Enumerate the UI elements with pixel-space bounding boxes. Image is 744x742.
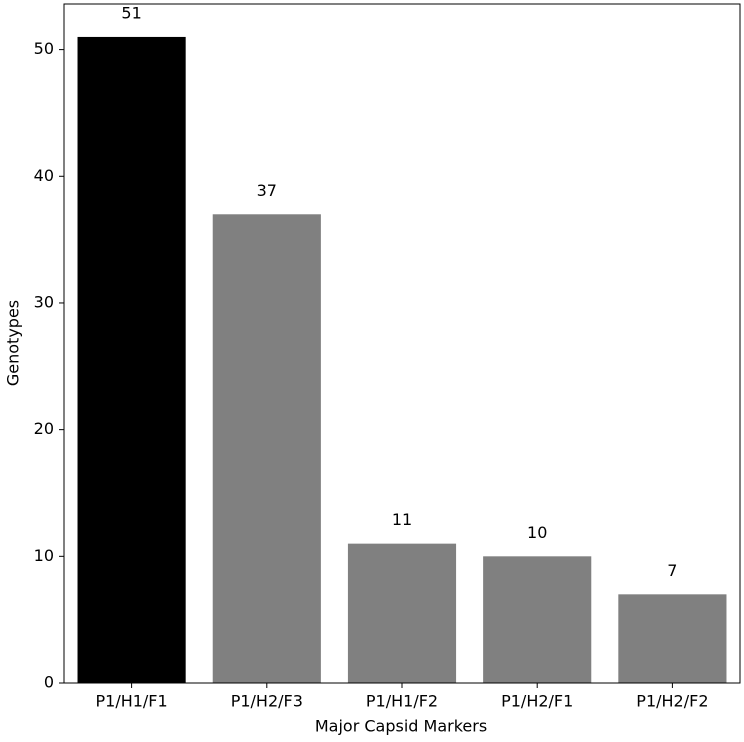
data-label: 7 [667, 561, 677, 580]
data-label: 11 [392, 510, 412, 529]
x-tick-label: P1/H2/F3 [231, 692, 303, 711]
y-tick-label: 40 [34, 166, 54, 185]
bar [212, 214, 321, 684]
y-tick-label: 20 [34, 419, 54, 438]
x-tick-label: P1/H2/F2 [636, 692, 708, 711]
data-label: 51 [121, 3, 141, 22]
y-axis-label: Genotypes [4, 300, 23, 386]
bar [618, 594, 727, 683]
bar [347, 543, 457, 683]
y-tick-label: 50 [34, 39, 54, 58]
bar [483, 556, 592, 683]
y-tick-label: 0 [44, 673, 54, 692]
y-tick-label: 30 [34, 292, 54, 311]
x-tick-label: P1/H1/F2 [366, 692, 438, 711]
plot-frame [63, 3, 741, 684]
x-tick-label: P1/H2/F1 [501, 692, 573, 711]
data-label: 10 [527, 523, 547, 542]
data-label: 37 [257, 181, 277, 200]
x-tick-label: P1/H1/F1 [95, 692, 167, 711]
bar [77, 36, 186, 683]
y-tick-label: 10 [34, 546, 54, 565]
x-axis-label: Major Capsid Markers [315, 717, 487, 736]
